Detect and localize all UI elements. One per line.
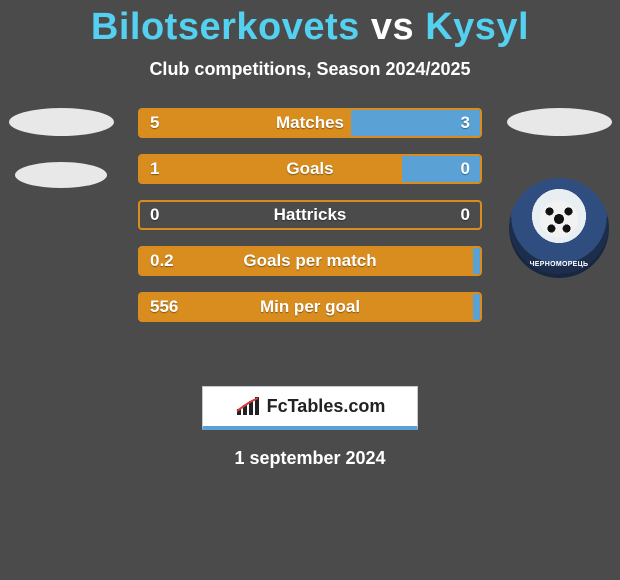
- comparison-title: Bilotserkovets vs Kysyl: [0, 0, 620, 49]
- player1-name: Bilotserkovets: [91, 6, 360, 48]
- stat-label: Min per goal: [140, 294, 480, 320]
- team-badge-left: [6, 108, 116, 188]
- stat-bars: 5Matches31Goals00Hattricks00.2Goals per …: [138, 108, 482, 338]
- club-crest-icon: [509, 178, 609, 278]
- stat-label: Goals per match: [140, 248, 480, 274]
- stat-row: 0Hattricks0: [138, 200, 482, 230]
- badge-placeholder-oval: [15, 162, 107, 188]
- stat-label: Hattricks: [140, 202, 480, 228]
- stat-row: 0.2Goals per match: [138, 246, 482, 276]
- badge-placeholder-oval: [507, 108, 612, 136]
- player2-name: Kysyl: [425, 6, 529, 48]
- stat-row: 5Matches3: [138, 108, 482, 138]
- team-badge-right: [504, 108, 614, 278]
- stat-label: Goals: [140, 156, 480, 182]
- stat-row: 1Goals0: [138, 154, 482, 184]
- stat-row: 556Min per goal: [138, 292, 482, 322]
- infographic-date: 1 september 2024: [0, 448, 620, 469]
- soccer-ball-icon: [540, 200, 578, 238]
- stat-value-right: 0: [461, 202, 470, 228]
- brand-badge: FcTables.com: [202, 386, 418, 430]
- stat-value-right: 0: [461, 156, 470, 182]
- brand-text: FcTables.com: [267, 396, 386, 417]
- badge-placeholder-oval: [9, 108, 114, 136]
- bar-chart-icon: [235, 397, 261, 417]
- comparison-body: 5Matches31Goals00Hattricks00.2Goals per …: [0, 108, 620, 368]
- stat-label: Matches: [140, 110, 480, 136]
- subtitle: Club competitions, Season 2024/2025: [0, 59, 620, 80]
- stat-value-right: 3: [461, 110, 470, 136]
- vs-text: vs: [371, 6, 414, 48]
